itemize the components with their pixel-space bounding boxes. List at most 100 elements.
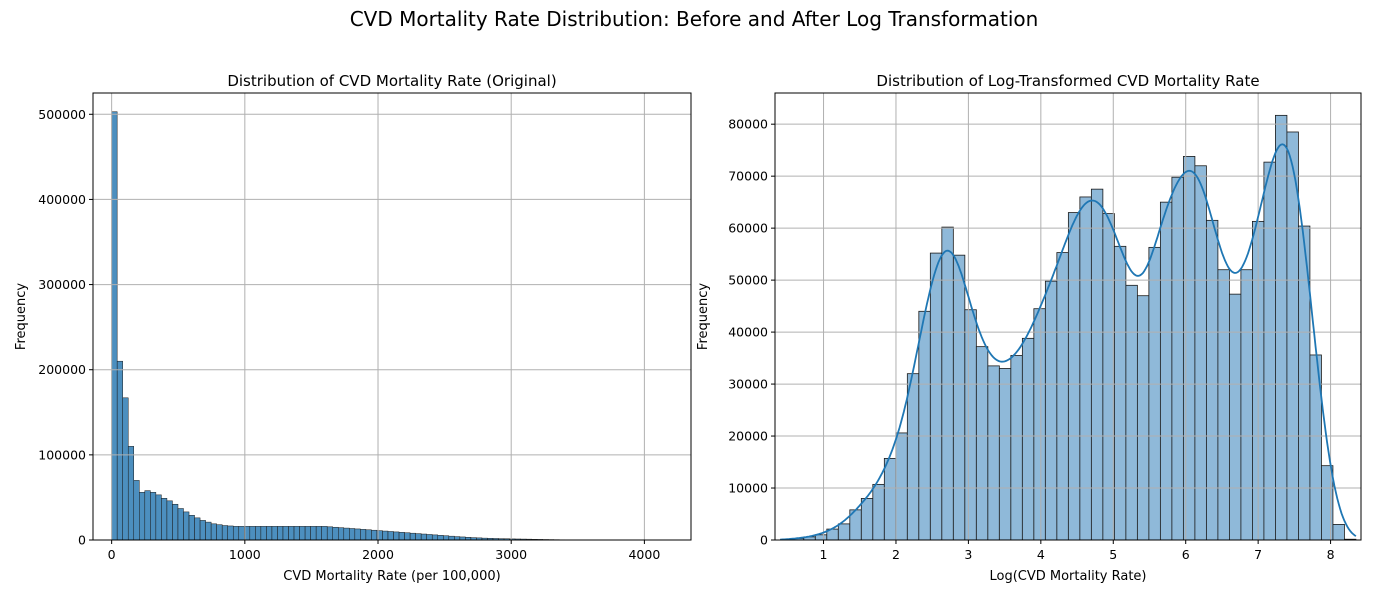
left-chart-bar bbox=[360, 529, 367, 541]
left-chart-bar bbox=[221, 525, 228, 541]
left-chart-bar bbox=[188, 515, 195, 541]
left-chart-bar bbox=[293, 526, 300, 541]
left-chart-bar bbox=[177, 508, 184, 541]
left-chart-bar bbox=[111, 111, 118, 541]
left-chart-bar bbox=[183, 511, 190, 541]
right-chart-bar bbox=[1033, 308, 1046, 541]
right-chart-xtick-label: 5 bbox=[1109, 547, 1117, 562]
right-chart-bar bbox=[1217, 269, 1230, 541]
left-chart-ylabel: Frequency bbox=[14, 283, 29, 350]
right-chart-bars bbox=[780, 114, 1357, 541]
right-chart-bar bbox=[860, 498, 874, 541]
left-chart-bar bbox=[216, 524, 223, 541]
right-chart-log: Distribution of Log-Transformed CVD Mort… bbox=[696, 72, 1362, 584]
right-chart-bar bbox=[987, 365, 1000, 541]
left-chart-bar bbox=[343, 527, 350, 541]
right-chart-ticks: 1 2 3 4 5 6 7 8 0 10000 20000 30000 40000 50000 60000 7… bbox=[728, 117, 1334, 562]
left-chart-bar bbox=[161, 498, 168, 541]
right-chart-bar bbox=[1332, 524, 1345, 541]
left-chart-bar bbox=[127, 446, 135, 541]
right-chart-xtick-label: 3 bbox=[964, 547, 972, 562]
left-chart-bar bbox=[227, 525, 234, 541]
right-chart-xtick-label: 4 bbox=[1037, 547, 1045, 562]
left-chart-bar bbox=[332, 526, 339, 541]
left-chart-bar bbox=[277, 526, 284, 541]
right-chart-bar bbox=[1067, 212, 1081, 541]
left-chart-bar bbox=[260, 526, 267, 541]
left-chart-bar bbox=[426, 534, 433, 541]
right-chart-bar bbox=[998, 368, 1012, 541]
right-chart-bar bbox=[1275, 114, 1288, 541]
left-chart-bar bbox=[443, 535, 450, 541]
right-chart-xlabel: Log(CVD Mortality Rate) bbox=[989, 569, 1146, 584]
left-chart-bar bbox=[326, 526, 333, 541]
right-chart-bar bbox=[1228, 293, 1242, 541]
left-chart-bar bbox=[409, 532, 416, 541]
left-chart-bar bbox=[266, 526, 273, 541]
right-chart-ytick-label: 20000 bbox=[728, 429, 768, 444]
right-chart-bar bbox=[1171, 176, 1184, 541]
left-chart-bar bbox=[431, 534, 438, 541]
left-chart-bar bbox=[199, 520, 206, 541]
right-chart-bar bbox=[1113, 245, 1127, 541]
right-chart-frame bbox=[774, 92, 1362, 541]
right-chart-bar bbox=[906, 373, 920, 541]
left-chart-bar bbox=[304, 526, 311, 541]
left-chart-xtick-label: 1000 bbox=[229, 547, 261, 562]
right-chart-bar bbox=[941, 226, 954, 541]
left-chart-bar bbox=[448, 535, 455, 541]
left-chart-bar bbox=[139, 492, 146, 541]
left-chart-ytick-label: 400000 bbox=[38, 192, 86, 207]
right-chart-bar bbox=[814, 534, 828, 541]
right-chart-kde-line bbox=[780, 143, 1357, 541]
right-chart-bar bbox=[1125, 284, 1138, 541]
left-chart-bar bbox=[238, 526, 245, 541]
left-chart-xtick-label: 0 bbox=[108, 547, 116, 562]
left-chart-bar bbox=[299, 526, 306, 541]
right-chart-ylabel: Frequency bbox=[696, 283, 711, 350]
right-chart-bar bbox=[1102, 213, 1115, 541]
left-chart-grid bbox=[93, 93, 691, 541]
left-chart-bar bbox=[288, 526, 295, 541]
left-chart-bar bbox=[194, 517, 201, 541]
left-chart-bar bbox=[150, 492, 157, 541]
right-chart-bar bbox=[1321, 465, 1334, 541]
right-chart-ytick-label: 40000 bbox=[728, 325, 768, 340]
right-chart-ytick-label: 50000 bbox=[728, 273, 768, 288]
left-chart-bar bbox=[321, 526, 328, 541]
right-chart-bar bbox=[929, 252, 943, 541]
left-chart-bar bbox=[133, 480, 140, 541]
left-chart-bars bbox=[111, 111, 665, 541]
left-chart-bar bbox=[415, 533, 422, 541]
left-chart-bar bbox=[172, 503, 179, 541]
left-chart-ytick-label: 500000 bbox=[38, 107, 86, 122]
left-chart-bar bbox=[454, 536, 461, 541]
right-chart-xtick-label: 7 bbox=[1254, 547, 1262, 562]
right-chart-bar bbox=[883, 457, 897, 541]
left-chart-bar bbox=[393, 531, 400, 541]
left-chart-frame bbox=[92, 92, 692, 541]
right-chart-bar bbox=[895, 432, 908, 541]
left-chart-bar bbox=[310, 526, 317, 541]
left-chart-xtick-label: 4000 bbox=[628, 547, 660, 562]
right-chart-bar bbox=[1010, 355, 1023, 541]
left-chart-bar bbox=[437, 535, 444, 541]
left-chart-bar bbox=[338, 527, 345, 541]
right-chart-bar bbox=[918, 310, 931, 541]
left-chart-bar bbox=[249, 526, 256, 541]
right-chart-bar bbox=[1056, 252, 1069, 541]
right-chart-bar bbox=[837, 523, 851, 541]
left-chart-bar bbox=[404, 532, 411, 541]
right-chart-bar bbox=[1205, 219, 1219, 541]
left-chart-ytick-label: 300000 bbox=[38, 277, 86, 292]
left-chart-bar bbox=[116, 360, 123, 541]
left-chart-bar bbox=[282, 526, 289, 541]
right-chart-bar bbox=[1148, 246, 1161, 541]
right-chart-bar bbox=[1240, 269, 1253, 541]
right-chart-ytick-label: 10000 bbox=[728, 481, 768, 496]
left-chart-ytick-label: 200000 bbox=[38, 362, 86, 377]
left-chart-bar bbox=[354, 528, 361, 541]
right-chart-xtick-label: 1 bbox=[820, 547, 828, 562]
right-chart-bar bbox=[1194, 165, 1207, 541]
